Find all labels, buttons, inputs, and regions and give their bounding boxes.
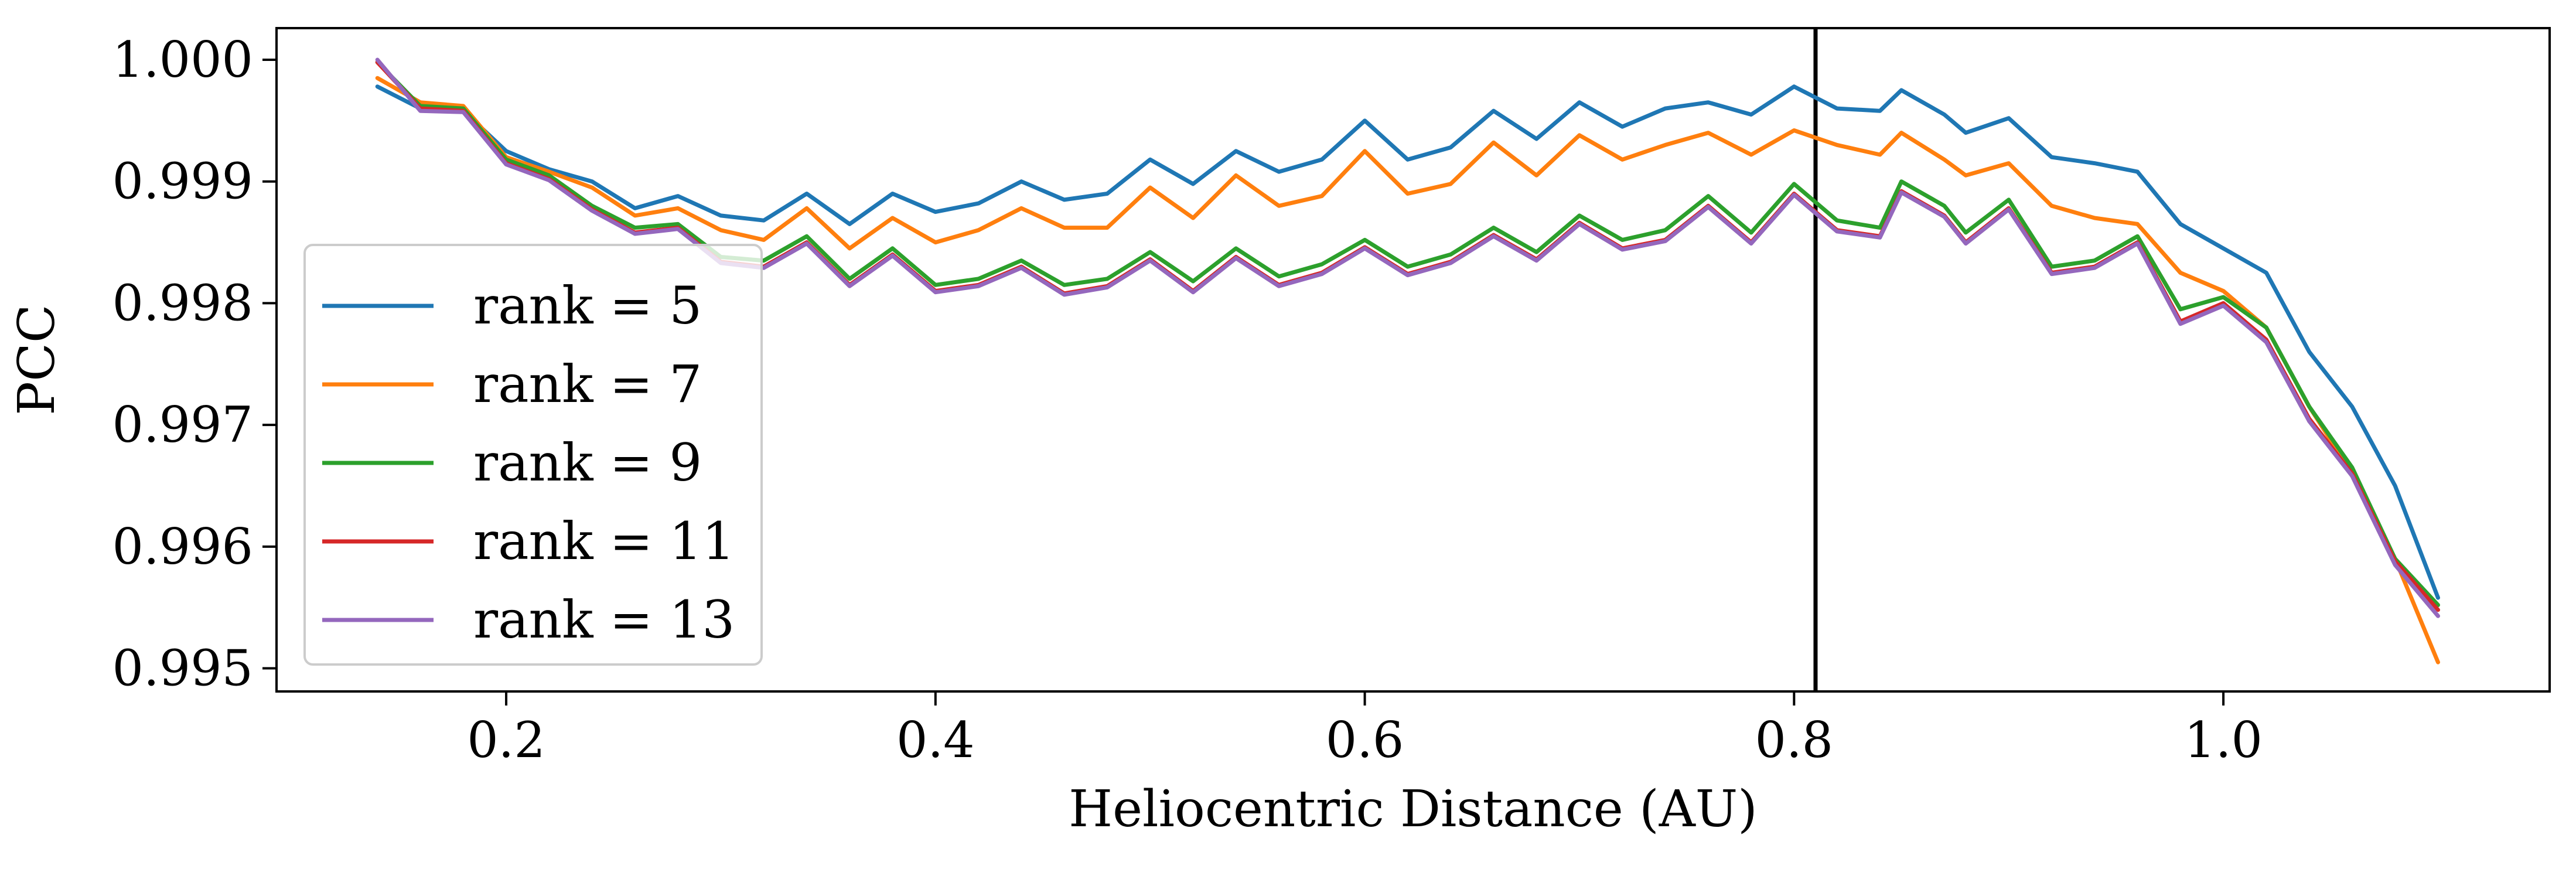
y-tick-label: 0.999 xyxy=(112,153,253,210)
series-line-2 xyxy=(375,76,2440,664)
y-tick-label: 0.995 xyxy=(112,640,253,697)
plot-frame xyxy=(275,27,2551,693)
x-tick-label: 1.0 xyxy=(2184,711,2263,769)
series-line-1 xyxy=(375,84,2440,600)
y-tick-label: 1.000 xyxy=(112,31,253,88)
legend-label-1: rank = 5 xyxy=(473,275,702,336)
legend-label-2: rank = 7 xyxy=(473,354,702,414)
legend-label-3: rank = 9 xyxy=(473,432,702,493)
x-tick-label: 0.8 xyxy=(1755,711,1834,769)
legend-box xyxy=(303,244,763,666)
x-tick-label: 0.4 xyxy=(896,711,975,769)
x-tick-label: 0.6 xyxy=(1326,711,1404,769)
y-tick-label: 0.998 xyxy=(112,274,253,332)
legend-label-4: rank = 11 xyxy=(473,511,735,571)
legend-label-5: rank = 13 xyxy=(473,589,735,650)
y-tick-label: 0.997 xyxy=(112,396,253,454)
y-tick-label: 0.996 xyxy=(112,518,253,575)
x-tick-label: 0.2 xyxy=(467,711,545,769)
y-axis-label: PCC xyxy=(8,304,66,415)
x-axis-label: Heliocentric Distance (AU) xyxy=(1069,780,1758,839)
